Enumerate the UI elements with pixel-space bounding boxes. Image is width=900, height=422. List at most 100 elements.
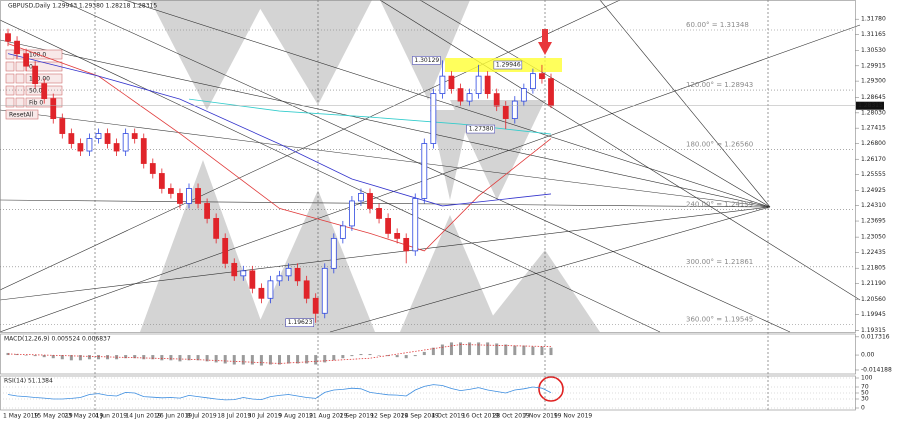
y-tick-label: 1.20560 bbox=[861, 296, 886, 303]
x-tick-label: 14 Jun 2019 bbox=[125, 413, 161, 420]
histogram-bar bbox=[214, 355, 218, 363]
signal-line bbox=[7, 344, 552, 364]
y-tick-label: 100 bbox=[861, 375, 873, 382]
annotation-box bbox=[493, 60, 523, 70]
panel-check[interactable] bbox=[15, 61, 25, 72]
y-tick-label: 0.017316 bbox=[861, 333, 890, 340]
histogram-bar bbox=[78, 355, 82, 361]
y-tick-label: 1.31780 bbox=[861, 16, 886, 23]
x-tick-label: 4 Jun 2019 bbox=[95, 413, 127, 420]
y-tick-label: 1.19315 bbox=[861, 327, 886, 334]
last-price-label: 1.28315 bbox=[858, 102, 883, 109]
histogram-bar bbox=[296, 355, 300, 364]
chart-title: GBPUSD,Daily 1.29943 1.29380 1.28218 1.2… bbox=[8, 3, 157, 10]
candle-body bbox=[267, 280, 274, 299]
histogram-bar bbox=[259, 355, 263, 366]
x-tick-label: 24 Sep 2019 bbox=[401, 413, 439, 420]
histogram-bar bbox=[151, 355, 155, 360]
candle-body bbox=[457, 88, 464, 102]
candle-body bbox=[511, 100, 518, 119]
histogram-bar bbox=[359, 354, 363, 356]
candle-body bbox=[330, 237, 337, 269]
panel-check[interactable] bbox=[15, 73, 25, 84]
histogram-bar bbox=[477, 342, 481, 356]
panel-check[interactable] bbox=[5, 61, 15, 72]
panel-check[interactable] bbox=[5, 85, 15, 96]
y-tick-label: 1.26170 bbox=[861, 156, 886, 163]
annotation-label: 1.27380 bbox=[469, 126, 494, 133]
x-tick-label: 19 Nov 2019 bbox=[554, 413, 593, 420]
y-tick-label: 1.19945 bbox=[861, 311, 886, 318]
reset-button[interactable] bbox=[5, 109, 39, 120]
histogram-bar bbox=[332, 355, 336, 361]
panel-check[interactable] bbox=[5, 73, 15, 84]
histogram-bar bbox=[69, 355, 73, 361]
y-tick-label: 1.21190 bbox=[861, 280, 886, 287]
candle-body bbox=[412, 198, 419, 252]
candle-body bbox=[475, 75, 482, 95]
candle-body bbox=[530, 73, 536, 90]
candle-body bbox=[50, 98, 57, 119]
rsi-title: RSI(14) 51.1384 bbox=[4, 378, 53, 385]
histogram-bar bbox=[278, 355, 281, 365]
candle-body bbox=[484, 75, 491, 95]
gann-shapes bbox=[140, 0, 600, 332]
candle-body bbox=[195, 188, 201, 204]
y-tick-label: 1.31165 bbox=[861, 31, 886, 38]
rsi-highlight bbox=[538, 376, 564, 402]
candle-body bbox=[222, 237, 229, 264]
y-tick-label: 1.27415 bbox=[861, 125, 886, 132]
reset-label[interactable]: ResetAll bbox=[9, 112, 34, 119]
y-tick-label: 1.29300 bbox=[861, 78, 886, 85]
candle-body bbox=[548, 78, 554, 107]
histogram-bar bbox=[241, 355, 245, 365]
y-tick-label: 1.22435 bbox=[861, 249, 886, 256]
candle-body bbox=[421, 143, 428, 199]
annotation-box bbox=[466, 124, 495, 134]
candle-body bbox=[303, 280, 310, 299]
y-tick-label: 30 bbox=[861, 396, 869, 403]
y-tick-label: 1.30530 bbox=[861, 47, 886, 54]
histogram-bar bbox=[196, 355, 200, 361]
panel-check[interactable] bbox=[15, 97, 25, 108]
candle-body bbox=[394, 232, 401, 239]
histogram-bar bbox=[160, 355, 164, 361]
histogram-bar bbox=[51, 355, 55, 359]
histogram-bar bbox=[287, 355, 291, 364]
annotation-box bbox=[412, 56, 441, 65]
candle-body bbox=[539, 73, 545, 80]
last-price-box bbox=[856, 101, 884, 110]
annotation-label: 1.19623 bbox=[288, 319, 313, 326]
x-tick-label: 4 Oct 2019 bbox=[431, 413, 464, 420]
candle-body bbox=[213, 218, 220, 239]
panel-check[interactable] bbox=[5, 97, 15, 108]
histogram-bar bbox=[268, 355, 272, 365]
histogram-bar bbox=[440, 344, 444, 356]
rsi-line bbox=[7, 384, 552, 401]
candle-body bbox=[104, 133, 111, 144]
candle-body bbox=[86, 138, 93, 152]
candle-body bbox=[348, 200, 355, 227]
level-label: 180.00° = 1.26560 bbox=[686, 141, 753, 149]
histogram-bar bbox=[350, 355, 354, 357]
histogram-bar bbox=[187, 355, 191, 361]
histogram-bar bbox=[142, 355, 146, 360]
candle-body bbox=[204, 203, 211, 219]
histogram-bar bbox=[449, 342, 453, 356]
histogram-bar bbox=[459, 342, 462, 356]
candle-body bbox=[385, 218, 392, 234]
candle-body bbox=[231, 262, 238, 277]
histogram-bar bbox=[205, 355, 209, 362]
x-tick-label: 16 Oct 2019 bbox=[462, 413, 499, 420]
y-tick-label: 1.26800 bbox=[861, 140, 886, 147]
panel-check[interactable] bbox=[15, 85, 25, 96]
histogram-bar bbox=[377, 355, 381, 356]
candle-body bbox=[186, 188, 192, 204]
y-tick-label: 1.28645 bbox=[861, 94, 886, 101]
candle-body bbox=[493, 93, 500, 107]
histogram-bar bbox=[522, 345, 526, 356]
candle-body bbox=[249, 270, 256, 289]
x-tick-label: 8 Jul 2019 bbox=[187, 413, 217, 420]
x-tick-label: 1 May 2019 bbox=[3, 413, 38, 420]
x-tick-label: 28 Oct 2019 bbox=[493, 413, 530, 420]
